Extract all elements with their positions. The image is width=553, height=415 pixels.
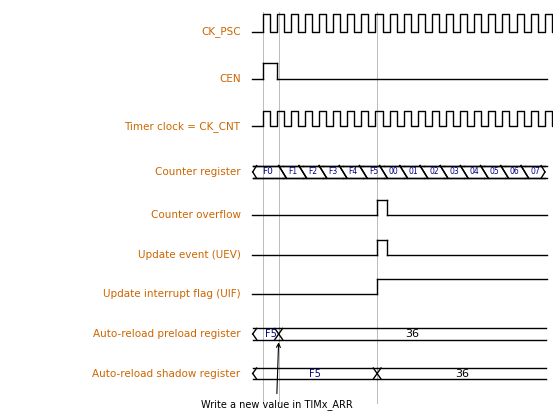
- Text: Update interrupt flag (UIF): Update interrupt flag (UIF): [103, 289, 241, 300]
- Text: Auto-reload preload register: Auto-reload preload register: [93, 329, 241, 339]
- Text: Counter register: Counter register: [155, 167, 241, 177]
- Text: 02: 02: [429, 167, 439, 176]
- Text: Update event (UEV): Update event (UEV): [138, 250, 241, 260]
- Text: 00: 00: [389, 167, 399, 176]
- Text: 36: 36: [455, 369, 469, 378]
- Text: Timer clock = CK_CNT: Timer clock = CK_CNT: [124, 121, 241, 132]
- Text: F3: F3: [328, 167, 338, 176]
- Text: Auto-reload shadow register: Auto-reload shadow register: [92, 369, 241, 378]
- Text: 03: 03: [449, 167, 459, 176]
- Text: F2: F2: [308, 167, 317, 176]
- Text: Counter overflow: Counter overflow: [150, 210, 241, 220]
- Text: F4: F4: [348, 167, 358, 176]
- Text: F5: F5: [265, 329, 277, 339]
- Text: 36: 36: [405, 329, 420, 339]
- Text: F5: F5: [369, 167, 378, 176]
- Text: CK_PSC: CK_PSC: [201, 26, 241, 37]
- Text: 05: 05: [489, 167, 499, 176]
- Text: Write a new value in TIMx_ARR: Write a new value in TIMx_ARR: [201, 344, 352, 410]
- Text: F1: F1: [288, 167, 298, 176]
- Text: F5: F5: [309, 369, 321, 378]
- Text: F0: F0: [262, 167, 273, 176]
- Text: 01: 01: [409, 167, 419, 176]
- Text: 06: 06: [510, 167, 520, 176]
- Text: 04: 04: [469, 167, 479, 176]
- Text: CEN: CEN: [219, 74, 241, 84]
- Text: 07: 07: [530, 167, 540, 176]
